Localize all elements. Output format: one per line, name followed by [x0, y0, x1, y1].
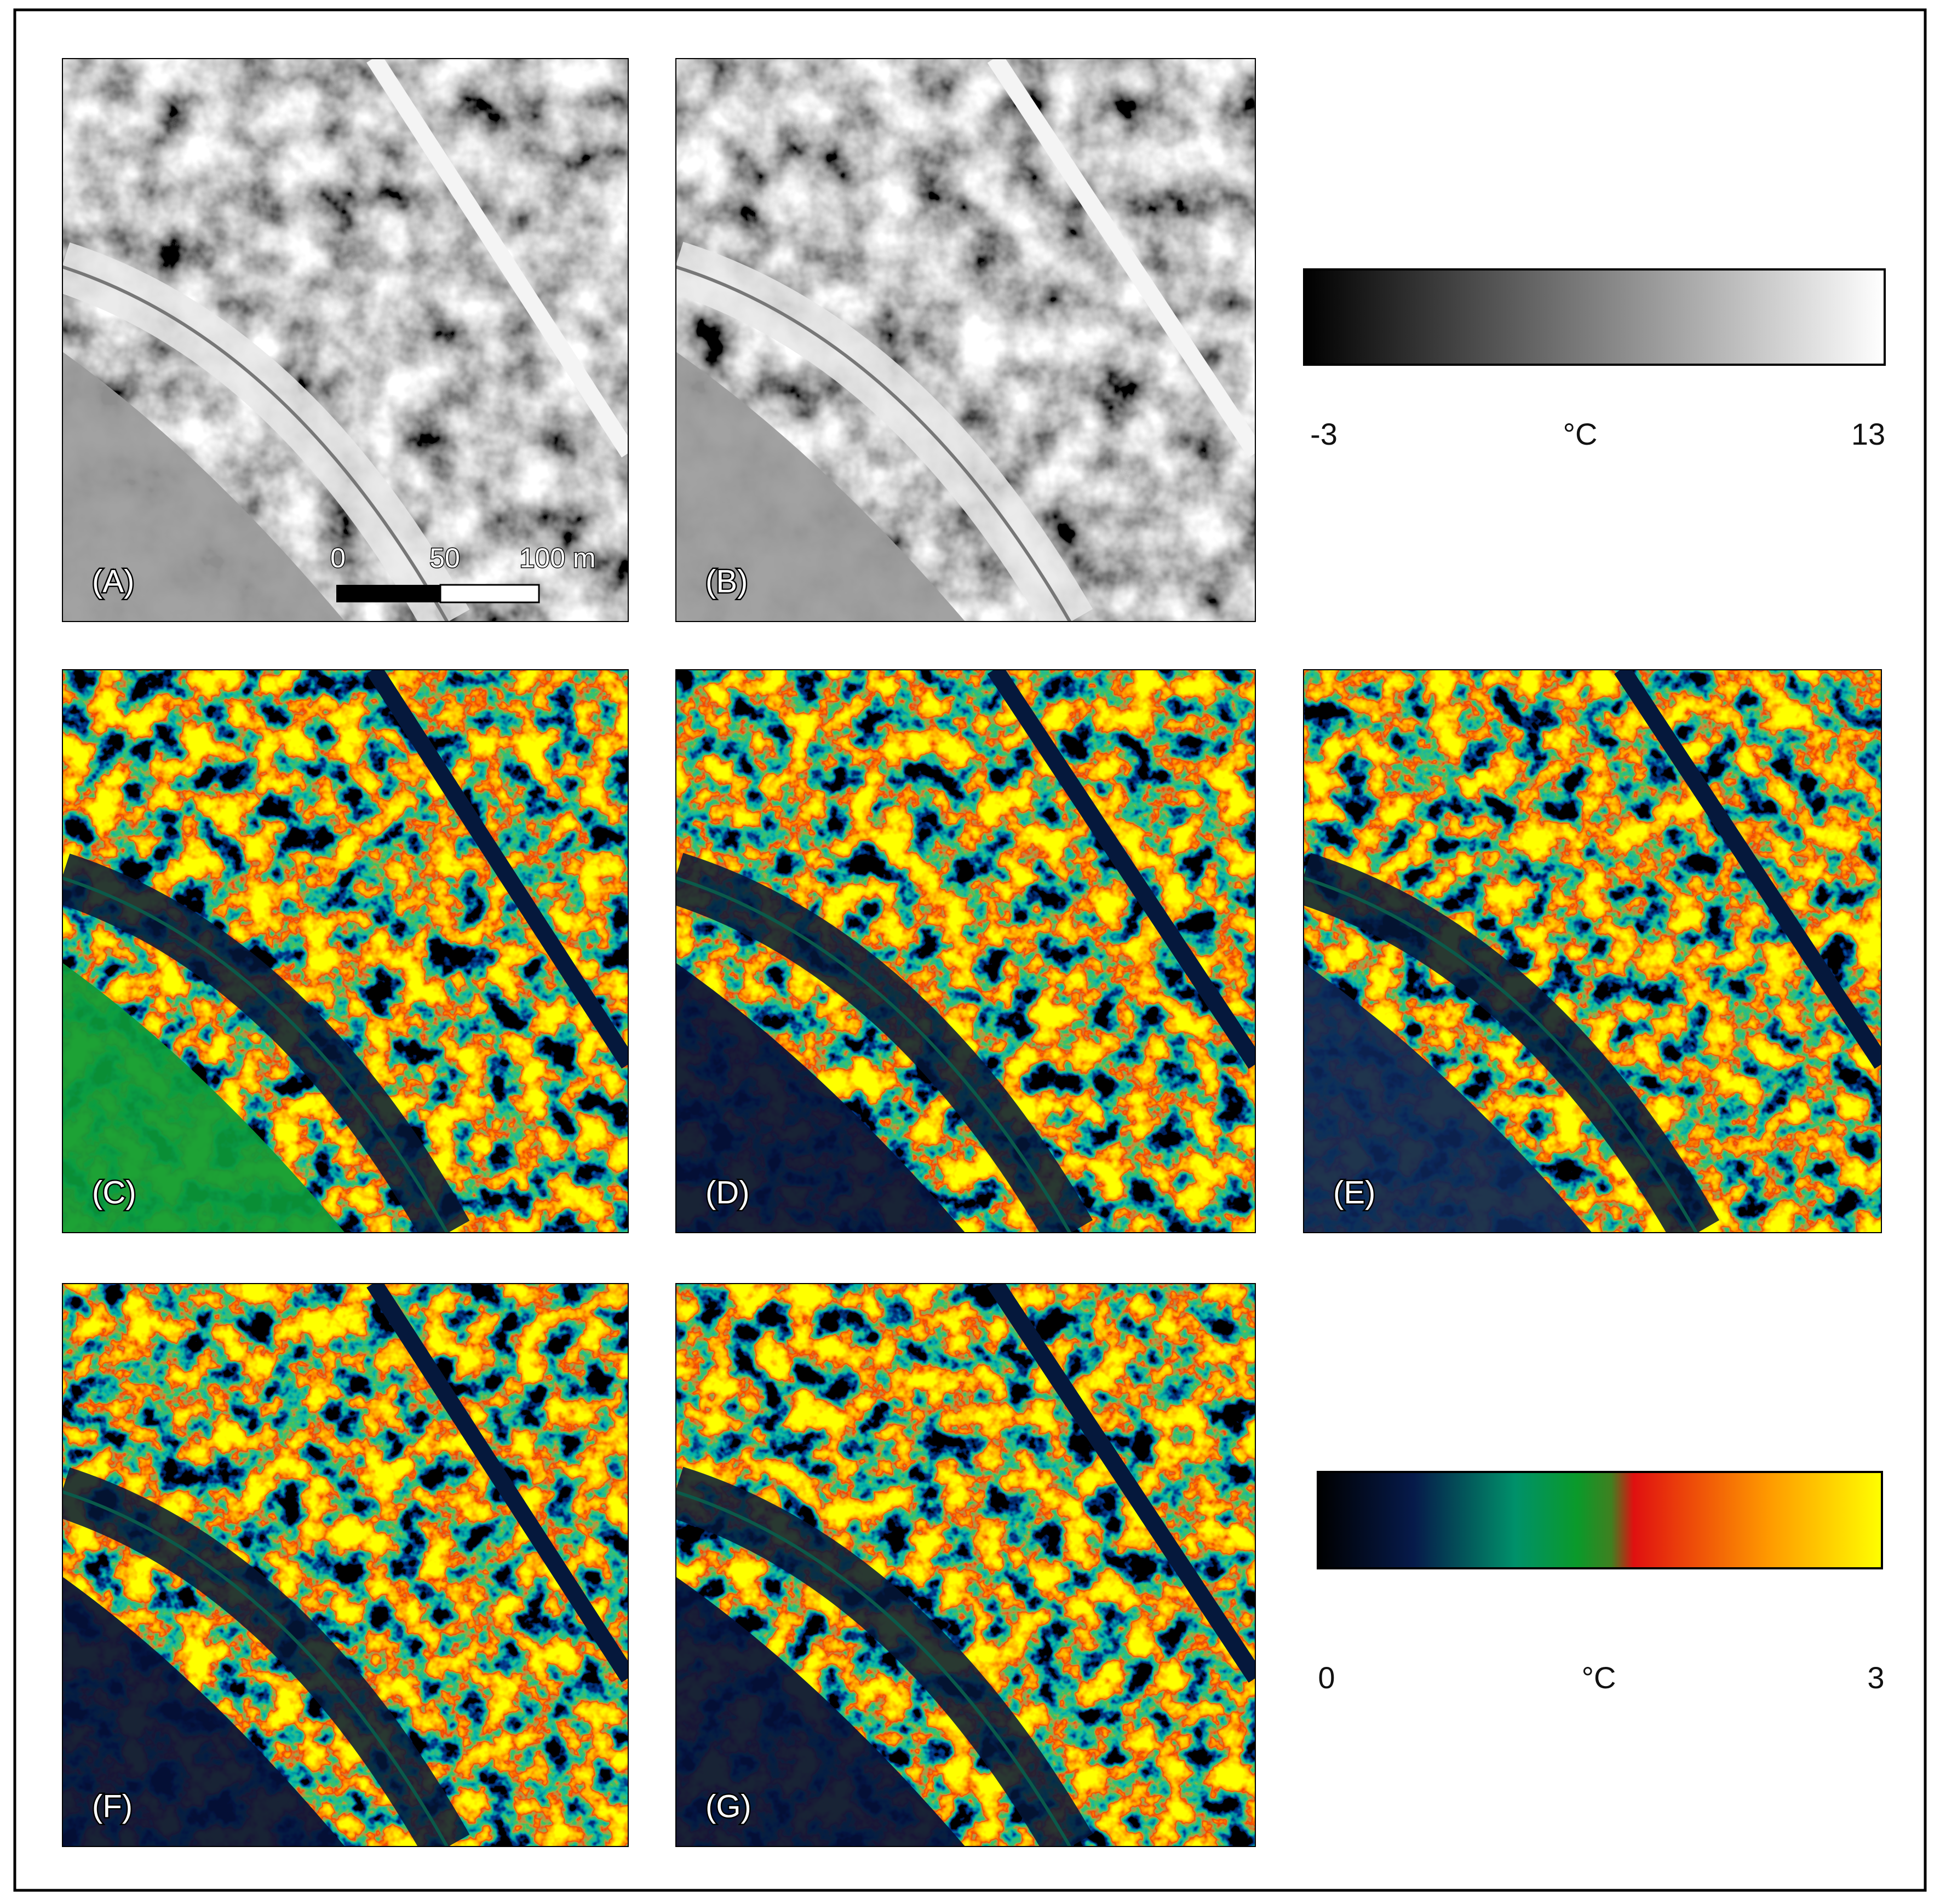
scale-bar: 0 50 100 m	[330, 542, 596, 603]
road-line	[675, 876, 1072, 1233]
image-panel	[675, 58, 1256, 622]
panel-label: (D)	[705, 1175, 750, 1210]
river	[675, 351, 966, 622]
panel-label: (A)	[92, 563, 134, 599]
panel-label: (C)	[92, 1175, 136, 1210]
colorbar-unit: °C	[1582, 1660, 1616, 1695]
road-line	[62, 876, 449, 1233]
scale-bar-black	[336, 585, 440, 602]
panels: (A) (B) (C) (D) (E) (F) (G) 0 50 100 m	[62, 58, 1882, 1847]
street	[987, 669, 1256, 1069]
scale-bar-label: 0	[330, 543, 346, 573]
panel-label: (F)	[92, 1788, 133, 1824]
river	[62, 962, 346, 1233]
road-line	[62, 265, 449, 622]
scale-bar-white	[439, 584, 540, 603]
street	[366, 669, 629, 1069]
colorbar-min: 0	[1318, 1660, 1335, 1695]
river	[62, 1576, 346, 1847]
image-panel	[62, 1283, 629, 1847]
scale-bar-label: 100 m	[520, 543, 596, 573]
street	[366, 1283, 629, 1683]
colorbar-max: 13	[1851, 417, 1885, 451]
figure-border	[13, 8, 1927, 1892]
road-line	[1303, 876, 1698, 1233]
image-panel	[62, 669, 629, 1233]
colorbar-gray	[1303, 268, 1886, 366]
image-panel	[675, 1283, 1256, 1847]
image-panel	[675, 669, 1256, 1233]
river	[675, 1576, 966, 1847]
river	[675, 962, 966, 1233]
road-line	[675, 1490, 1072, 1847]
road-line	[62, 1490, 449, 1847]
street	[1614, 669, 1882, 1069]
panel-label: (B)	[705, 563, 748, 599]
scale-bar-label: 50	[429, 543, 460, 573]
road-line	[675, 265, 1072, 622]
street	[987, 58, 1256, 458]
river	[62, 351, 346, 622]
image-panel	[1303, 669, 1882, 1233]
image-panel	[62, 58, 629, 622]
street	[366, 58, 629, 458]
colorbar-heat	[1317, 1471, 1883, 1569]
colorbar-max: 3	[1867, 1660, 1884, 1695]
river	[1303, 962, 1593, 1233]
colorbar-min: -3	[1310, 417, 1338, 451]
colorbar-unit: °C	[1563, 417, 1598, 451]
street	[987, 1283, 1256, 1683]
panel-label: (G)	[705, 1788, 751, 1824]
panel-label: (E)	[1333, 1175, 1375, 1210]
